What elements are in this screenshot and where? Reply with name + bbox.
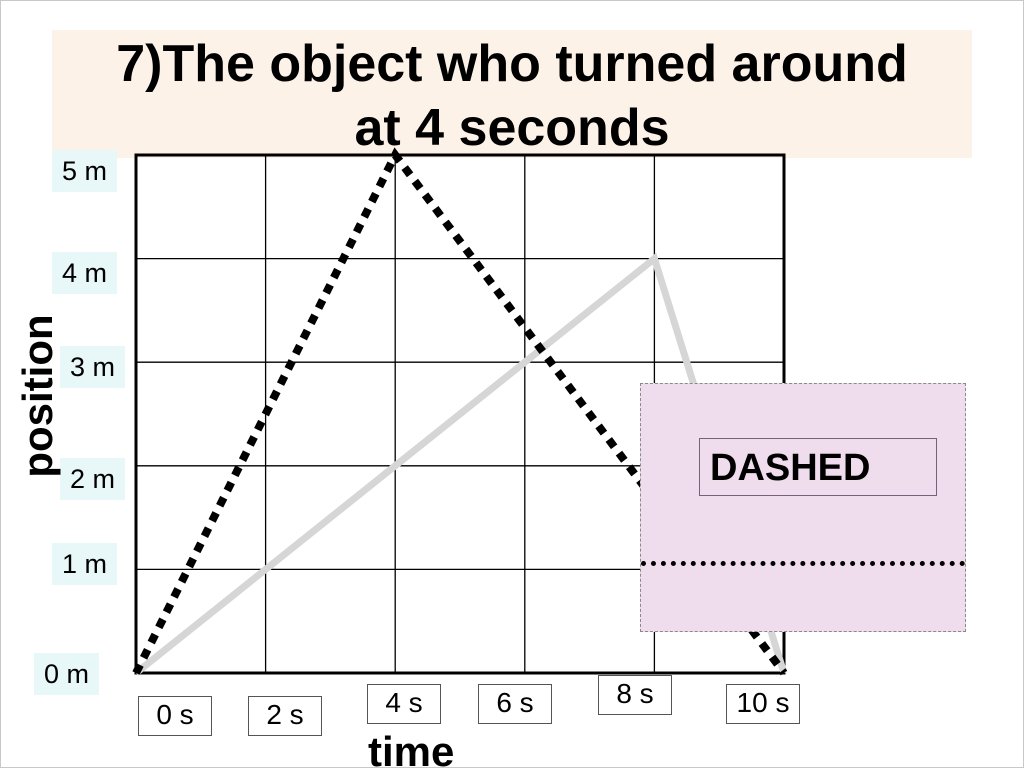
title-background — [52, 30, 972, 158]
x-tick-label: 4 s — [367, 684, 441, 724]
y-tick-label: 5 m — [52, 150, 118, 192]
y-tick-label: 3 m — [60, 346, 126, 388]
legend-label: DASHED — [699, 438, 937, 496]
y-tick-label: 4 m — [52, 252, 118, 294]
x-tick-label: 10 s — [726, 684, 800, 724]
legend-dashed-line-sample — [641, 561, 965, 566]
title-line-2: at 4 seconds — [354, 99, 670, 157]
y-tick-label: 0 m — [34, 653, 100, 695]
legend-box: DASHED — [640, 383, 966, 632]
x-tick-label: 6 s — [478, 684, 552, 724]
x-tick-label: 8 s — [598, 675, 672, 715]
y-tick-label: 2 m — [60, 458, 126, 500]
y-axis-title: position — [14, 314, 61, 478]
slide-title: 7)The object who turned around at 4 seco… — [52, 32, 972, 160]
x-tick-label: 0 s — [138, 696, 212, 736]
x-tick-label: 2 s — [248, 696, 322, 736]
title-line-1: 7)The object who turned around — [116, 35, 908, 93]
y-tick-label: 1 m — [52, 543, 118, 585]
x-axis-title: time — [368, 728, 455, 775]
